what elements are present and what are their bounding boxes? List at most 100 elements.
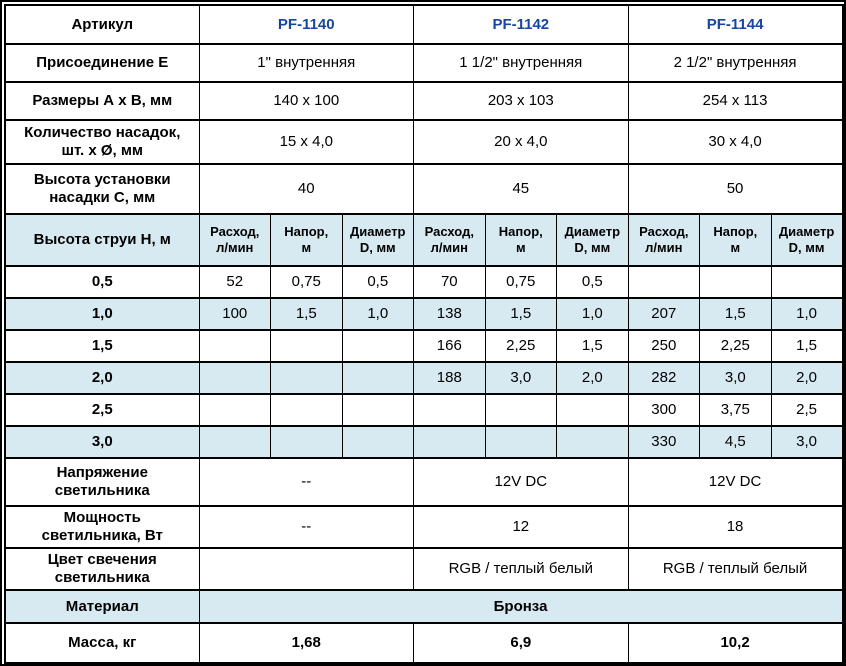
mass-value: 6,9 (413, 622, 629, 664)
jet-row-2-5: 2,5 300 3,75 2,5 (4, 393, 844, 427)
cell: 2,0 (770, 361, 844, 395)
nozzle-count-value: 15 х 4,0 (198, 119, 415, 165)
jet-height-value: 2,5 (4, 393, 200, 427)
lamp-color-value: RGB / теплый белый (413, 547, 629, 591)
row-article: Артикул PF-1140 PF-1142 PF-1144 (4, 4, 844, 45)
lamp-power-value: -- (198, 505, 415, 549)
cell: 282 (627, 361, 701, 395)
lamp-voltage-value: 12V DC (413, 457, 629, 507)
cell: 1,0 (556, 297, 629, 331)
cell: 1,5 (484, 297, 558, 331)
connection-value: 1 1/2" внутренняя (413, 43, 629, 83)
cell (556, 393, 629, 427)
cell: 3,0 (770, 425, 844, 459)
row-lamp-color: Цвет свечения светильника RGB / теплый б… (4, 547, 844, 591)
cell: 1,5 (770, 329, 844, 363)
article-pf-1144: PF-1144 (627, 4, 844, 45)
cell: 0,5 (341, 265, 415, 299)
cell: 0,75 (484, 265, 558, 299)
cell (270, 425, 343, 459)
jet-row-2-0: 2,0 188 3,0 2,0 282 3,0 2,0 (4, 361, 844, 395)
cell: 2,5 (770, 393, 844, 427)
jet-row-1-5: 1,5 166 2,25 1,5 250 2,25 1,5 (4, 329, 844, 363)
cell: 4,5 (699, 425, 772, 459)
cell: 1,0 (341, 297, 415, 331)
row-nozzle-count: Количество насадок, шт. х Ø, мм 15 х 4,0… (4, 119, 844, 165)
lamp-color-value (198, 547, 415, 591)
article-pf-1140: PF-1140 (198, 4, 415, 45)
cell: 3,0 (484, 361, 558, 395)
cell (413, 425, 486, 459)
jet-height-value: 2,0 (4, 361, 200, 395)
cell: 0,75 (270, 265, 343, 299)
connection-value: 2 1/2" внутренняя (627, 43, 844, 83)
row-connection: Присоединение Е 1" внутренняя 1 1/2" вну… (4, 43, 844, 83)
cell (484, 393, 558, 427)
row-label-article: Артикул (4, 4, 200, 45)
cell (198, 425, 271, 459)
cell (270, 329, 343, 363)
subheader-diameter: Диаметр D, мм (770, 213, 844, 267)
cell (341, 393, 415, 427)
cell: 70 (413, 265, 486, 299)
cell: 2,25 (699, 329, 772, 363)
subheader-flow: Расход, л/мин (198, 213, 271, 267)
cell (627, 265, 701, 299)
cell: 2,25 (484, 329, 558, 363)
row-label-lamp-power: Мощность светильника, Вт (4, 505, 200, 549)
row-lamp-voltage: Напряжение светильника -- 12V DC 12V DC (4, 457, 844, 507)
cell: 138 (413, 297, 486, 331)
cell: 3,75 (699, 393, 772, 427)
cell (484, 425, 558, 459)
lamp-power-value: 12 (413, 505, 629, 549)
cell: 300 (627, 393, 701, 427)
cell (198, 329, 271, 363)
row-material: Материал Бронза (4, 589, 844, 624)
dimensions-value: 203 х 103 (413, 81, 629, 121)
cell: 1,5 (270, 297, 343, 331)
cell: 52 (198, 265, 271, 299)
lamp-color-value: RGB / теплый белый (627, 547, 844, 591)
spec-table: Артикул PF-1140 PF-1142 PF-1144 Присоеди… (4, 4, 844, 664)
row-install-height: Высота установки насадки С, мм 40 45 50 (4, 163, 844, 215)
subheader-head: Напор, м (699, 213, 772, 267)
cell (270, 361, 343, 395)
cell: 100 (198, 297, 271, 331)
cell: 2,0 (556, 361, 629, 395)
lamp-voltage-value: 12V DC (627, 457, 844, 507)
subheader-head: Напор, м (484, 213, 558, 267)
row-label-lamp-voltage: Напряжение светильника (4, 457, 200, 507)
row-jet-header: Высота струи Н, м Расход, л/мин Напор, м… (4, 213, 844, 267)
row-dimensions: Размеры А х В, мм 140 х 100 203 х 103 25… (4, 81, 844, 121)
subheader-head: Напор, м (270, 213, 343, 267)
cell (198, 393, 271, 427)
row-label-nozzle-count: Количество насадок, шт. х Ø, мм (4, 119, 200, 165)
cell (341, 329, 415, 363)
cell: 207 (627, 297, 701, 331)
cell: 1,0 (770, 297, 844, 331)
cell (699, 265, 772, 299)
cell: 1,5 (556, 329, 629, 363)
subheader-diameter: Диаметр D, мм (341, 213, 415, 267)
cell (770, 265, 844, 299)
cell: 188 (413, 361, 486, 395)
subheader-flow: Расход, л/мин (627, 213, 701, 267)
dimensions-value: 254 х 113 (627, 81, 844, 121)
jet-height-value: 1,0 (4, 297, 200, 331)
row-label-install-height: Высота установки насадки С, мм (4, 163, 200, 215)
cell (556, 425, 629, 459)
row-label-lamp-color: Цвет свечения светильника (4, 547, 200, 591)
mass-value: 10,2 (627, 622, 844, 664)
jet-row-3-0: 3,0 330 4,5 3,0 (4, 425, 844, 459)
install-height-value: 45 (413, 163, 629, 215)
jet-row-0-5: 0,5 52 0,75 0,5 70 0,75 0,5 (4, 265, 844, 299)
nozzle-count-value: 30 х 4,0 (627, 119, 844, 165)
subheader-flow: Расход, л/мин (413, 213, 486, 267)
cell (413, 393, 486, 427)
mass-value: 1,68 (198, 622, 415, 664)
jet-height-value: 3,0 (4, 425, 200, 459)
cell: 166 (413, 329, 486, 363)
cell (341, 425, 415, 459)
article-pf-1142: PF-1142 (413, 4, 629, 45)
